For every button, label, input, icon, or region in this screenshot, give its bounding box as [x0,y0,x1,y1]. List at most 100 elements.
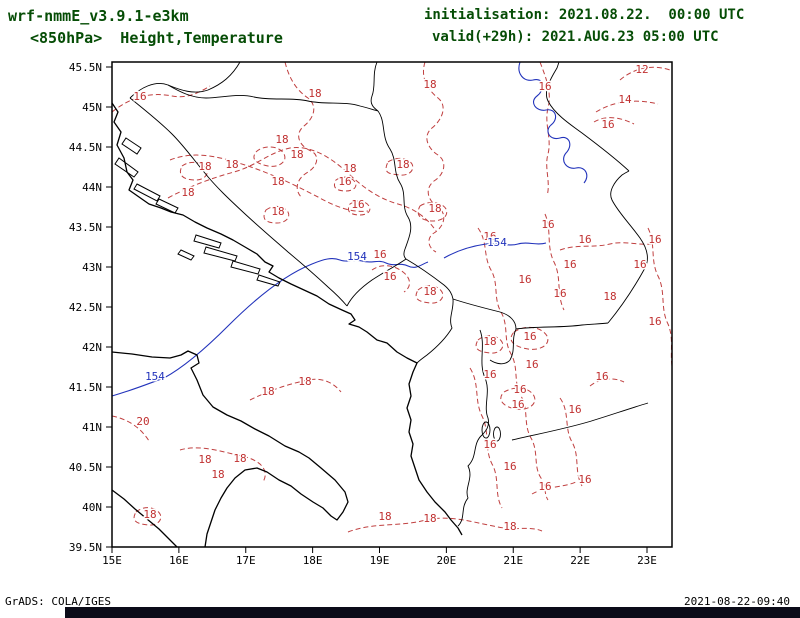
country-border [377,110,412,260]
country-border [405,258,454,364]
country-border [607,170,648,324]
y-axis-tick-label: 40N [82,501,102,514]
temperature-contour [500,387,536,410]
temperature-contour [249,378,342,401]
bottom-bar [65,607,800,618]
country-border [479,329,489,436]
country-border [515,322,609,330]
valid-time-label: valid(+29h): 2021.AUG.23 05:00 UTC [432,29,719,45]
height-contour [111,258,429,397]
temperature-contour [263,205,290,224]
contour-label: 18 [428,202,441,215]
contour-label: 16 [483,438,496,451]
temperature-contour [469,367,503,509]
x-axis-tick-label: 19E [370,554,390,567]
contour-label: 18 [298,375,311,388]
basemap [111,61,649,548]
island [121,137,142,155]
contour-label: 154 [347,250,367,263]
contour-label: 16 [568,403,581,416]
contour-label: 16 [601,118,614,131]
contour-label: 18 [271,205,284,218]
temperature-contour [593,117,635,125]
contour-label: 16 [595,370,608,383]
contour-label: 18 [261,385,274,398]
contour-label: 18 [423,512,436,525]
temperature-contour [647,227,673,367]
contour-label: 14 [618,93,632,106]
temperature-contour [531,481,577,495]
coastline-italy-adriatic [111,350,349,548]
y-axis-tick-label: 45N [82,101,102,114]
temperature-contour [347,517,543,533]
contour-label: 16 [338,175,351,188]
contour-label: 18 [290,148,303,161]
temperature-contour [180,161,208,181]
country-border [129,97,348,307]
contour-label: 16 [578,233,591,246]
temperature-contour [111,415,150,442]
level-field-title: <850hPa> Height,Temperature [30,29,283,47]
contour-label: 18 [143,508,156,521]
contour-label: 18 [275,133,288,146]
x-axis-tick-label: 18E [303,554,323,567]
y-axis-tick-label: 41N [82,421,102,434]
contour-label: 16 [538,80,551,93]
temperature-contour [477,227,549,501]
country-border [457,434,483,527]
contour-label: 154 [487,236,507,249]
contour-label: 12 [635,63,648,76]
temperature-contour [544,213,565,311]
contour-label: 18 [233,452,246,465]
lake-prespa [493,426,501,442]
contour-label: 18 [378,510,391,523]
y-axis-tick-label: 43.5N [69,221,102,234]
x-axis: 15E 16E 17E 18E 19E 20E 21E 22E 23E [102,547,657,567]
x-axis-tick-label: 23E [637,554,657,567]
contour-label: 18 [343,162,356,175]
contour-label: 18 [603,290,616,303]
plot-frame [111,61,673,548]
temperature-contour [619,66,671,81]
contour-label: 16 [133,90,146,103]
contour-label: 16 [578,473,591,486]
temperature-contour [133,507,162,526]
x-axis-tick-label: 16E [169,554,189,567]
y-axis-tick-label: 45.5N [69,61,102,74]
country-border [511,402,649,441]
x-axis-tick-label: 21E [503,554,523,567]
contour-label: 18 [198,453,211,466]
temperature-contour [347,200,371,216]
temperature-contour [423,61,445,253]
temperature-contour [167,147,437,232]
temperature-contour [253,146,286,167]
contour-label: 18 [423,285,436,298]
contour-label: 16 [538,480,551,493]
grads-credit-label: GrADS: COLA/IGES [5,595,111,608]
contour-label: 16 [525,358,538,371]
contour-label: 16 [633,258,646,271]
y-axis-tick-label: 42.5N [69,301,102,314]
contour-label: 16 [503,460,516,473]
contour-label: 16 [518,273,531,286]
country-border [546,61,630,172]
y-axis-tick-label: 44.5N [69,141,102,154]
contour-label: 16 [648,315,661,328]
contour-label: 16 [648,233,661,246]
country-border [489,328,517,365]
height-contour [518,61,588,184]
contour-label: 16 [483,230,496,243]
island [230,260,261,275]
island [155,198,179,214]
contour-label: 18 [225,158,238,171]
temperature-contours [111,61,673,533]
contour-label: 16 [553,287,566,300]
island [133,183,161,202]
temperature-contour [475,335,504,354]
x-axis-tick-label: 22E [570,554,590,567]
contour-label: 16 [523,330,536,343]
contour-label: 16 [383,270,396,283]
y-axis-tick-label: 44N [82,181,102,194]
y-axis-tick-label: 39.5N [69,541,102,554]
